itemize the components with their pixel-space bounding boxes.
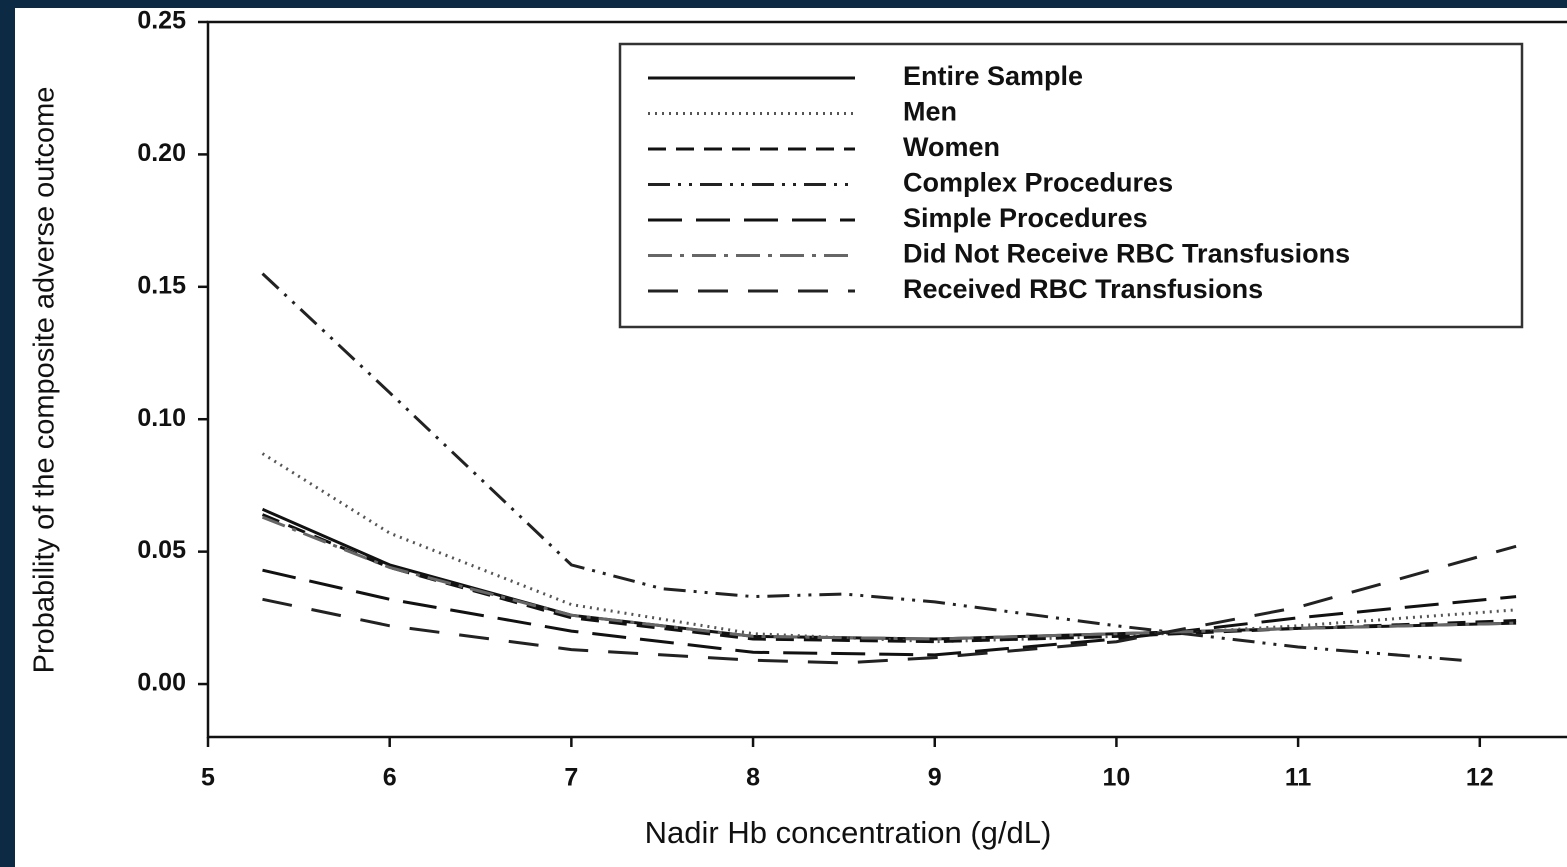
- y-tick-label: 0.25: [137, 7, 186, 35]
- x-tick-label: 7: [564, 764, 578, 792]
- x-tick-label: 9: [928, 764, 942, 792]
- legend-label: Did Not Receive RBC Transfusions: [903, 239, 1350, 269]
- y-axis-title: Probability of the composite adverse out…: [29, 87, 61, 674]
- legend-label: Women: [903, 132, 1000, 162]
- y-tick-label: 0.20: [137, 139, 186, 167]
- axis-frame: [206, 20, 1567, 739]
- series-line: [261, 272, 1462, 662]
- x-tick-label: 5: [201, 764, 215, 792]
- series-line: [261, 515, 1517, 641]
- x-tick-label: 11: [1285, 764, 1312, 792]
- y-tick-label: 0.00: [137, 669, 186, 697]
- legend-label: Men: [903, 97, 957, 127]
- legend-label: Complex Procedures: [903, 168, 1173, 198]
- x-axis-title: Nadir Hb concentration (g/dL): [645, 815, 1052, 850]
- legend-label: Simple Procedures: [903, 203, 1148, 233]
- legend-label: Entire Sample: [903, 61, 1083, 91]
- x-tick-label: 8: [746, 764, 760, 792]
- y-tick-label: 0.10: [137, 404, 186, 432]
- y-tick-label: 0.05: [137, 536, 186, 564]
- x-tick-label: 10: [1103, 764, 1131, 792]
- legend-label: Received RBC Transfusions: [903, 274, 1263, 304]
- y-tick-label: 0.15: [137, 271, 186, 299]
- x-tick-label: 6: [383, 764, 397, 792]
- x-tick-label: 12: [1466, 764, 1494, 792]
- series-line: [261, 452, 1517, 644]
- series-line: [262, 568, 1517, 657]
